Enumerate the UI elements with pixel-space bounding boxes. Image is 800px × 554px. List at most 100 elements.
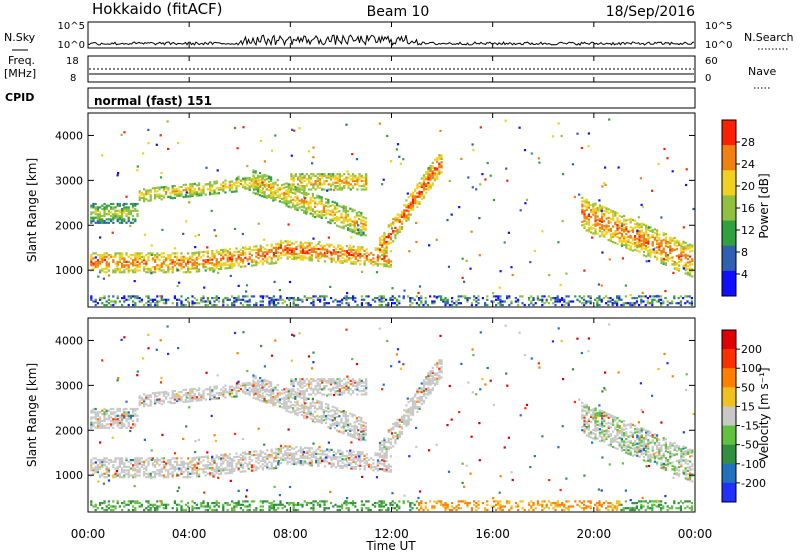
velocity-cell xyxy=(281,397,284,400)
velocity-cell xyxy=(268,460,271,463)
power-cell xyxy=(105,221,108,224)
power-cell xyxy=(231,263,234,266)
power-cell xyxy=(347,181,350,184)
power-cell xyxy=(640,224,643,227)
power-cell xyxy=(182,183,185,187)
velocity-cell xyxy=(200,395,203,398)
velocity-cell xyxy=(118,474,121,477)
power-cell xyxy=(627,302,630,305)
power-cell xyxy=(583,302,586,305)
power-cell xyxy=(123,257,126,260)
power-cell xyxy=(291,128,294,131)
power-cell xyxy=(541,303,544,307)
power-cell xyxy=(127,220,130,223)
power-cell xyxy=(489,174,492,177)
velocity-cell xyxy=(178,394,181,397)
nsky-trace xyxy=(87,34,695,47)
power-cell xyxy=(601,234,604,237)
power-cell xyxy=(631,249,634,252)
velocity-cell xyxy=(180,399,183,402)
power-cell xyxy=(310,176,313,179)
velocity-cell xyxy=(105,471,108,474)
power-cell xyxy=(385,247,388,251)
power-cell xyxy=(193,193,196,196)
power-cell xyxy=(156,190,159,193)
power-cell xyxy=(344,207,347,210)
velocity-cell xyxy=(345,455,349,458)
power-cell xyxy=(594,224,597,227)
velocity-cell xyxy=(127,469,130,472)
power-cell xyxy=(295,246,298,249)
power-cell xyxy=(90,220,93,223)
power-cell xyxy=(671,249,674,252)
power-cell xyxy=(598,204,601,207)
power-cell xyxy=(215,180,218,183)
power-cell xyxy=(114,302,117,305)
power-cell xyxy=(551,135,555,138)
power-cell xyxy=(226,258,229,261)
power-cell xyxy=(255,252,258,255)
power-cell xyxy=(354,176,357,179)
velocity-cell xyxy=(129,462,132,465)
power-cell xyxy=(625,243,628,246)
velocity-cell xyxy=(299,454,302,458)
power-cell xyxy=(202,266,205,269)
velocity-cell xyxy=(200,397,203,400)
power-cell xyxy=(266,252,269,255)
power-cell xyxy=(638,237,641,240)
power-cell xyxy=(376,297,379,300)
power-cell xyxy=(132,262,135,265)
velocity-cell xyxy=(270,465,273,468)
power-cell xyxy=(189,193,192,196)
power-cell xyxy=(629,226,632,229)
power-cell xyxy=(198,189,201,192)
power-cell xyxy=(105,300,108,303)
power-cell xyxy=(101,208,104,211)
velocity-cell xyxy=(276,392,279,395)
power-cell xyxy=(382,295,385,298)
power-cell xyxy=(592,232,595,235)
power-cell xyxy=(296,208,299,212)
power-cell xyxy=(250,254,253,257)
velocity-cell xyxy=(180,457,183,460)
power-cell xyxy=(653,231,656,234)
power-cell xyxy=(272,199,275,202)
power-cell xyxy=(656,249,659,252)
velocity-cell xyxy=(200,456,203,459)
power-cell xyxy=(340,186,344,189)
power-cell xyxy=(374,247,377,250)
power-cell xyxy=(314,179,317,183)
velocity-cell xyxy=(270,401,273,404)
velocity-cell xyxy=(301,453,305,456)
power-cell xyxy=(594,217,597,221)
power-cell xyxy=(596,302,599,305)
power-cell xyxy=(118,209,121,212)
velocity-cell xyxy=(121,413,124,416)
power-cell xyxy=(605,227,608,230)
power-cell xyxy=(350,253,353,257)
velocity-cell xyxy=(180,460,183,463)
power-cell xyxy=(327,173,330,176)
power-cell xyxy=(398,300,401,303)
velocity-cell xyxy=(156,460,159,463)
power-cell xyxy=(563,303,566,307)
velocity-cell xyxy=(101,426,104,429)
power-cell xyxy=(618,298,621,301)
power-cell xyxy=(127,208,130,211)
power-cell xyxy=(220,186,223,189)
velocity-cell xyxy=(105,469,108,472)
power-cell xyxy=(298,187,301,190)
power-cell xyxy=(563,300,566,303)
power-cell xyxy=(414,200,417,203)
power-cell xyxy=(616,300,619,303)
power-cell xyxy=(364,234,367,237)
power-cell xyxy=(103,255,106,258)
power-cell xyxy=(154,259,157,262)
power-cell xyxy=(257,257,260,260)
velocity-cell xyxy=(250,469,253,472)
power-cell xyxy=(195,268,198,271)
power-cell xyxy=(355,158,359,161)
power-cell xyxy=(255,248,258,251)
power-cell xyxy=(312,295,315,298)
